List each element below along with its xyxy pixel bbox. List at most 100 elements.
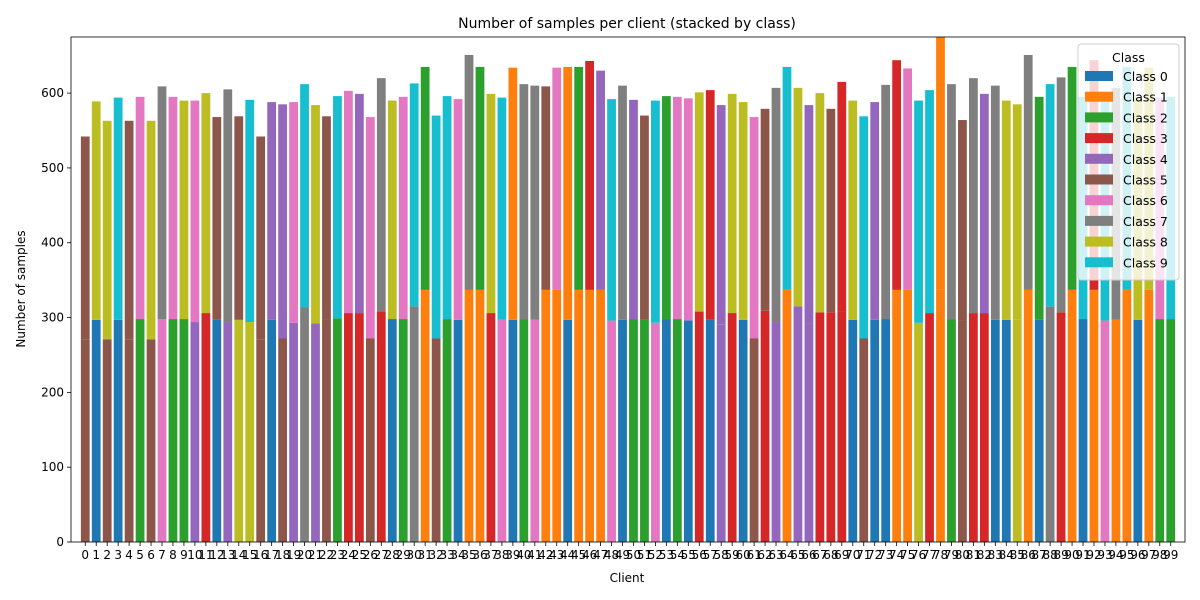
x-tick-label: 33 [439,548,454,562]
x-tick-label: 88 [1042,548,1057,562]
bar-segment-client-97-lower [1144,289,1154,542]
x-tick-label: 10 [187,548,202,562]
x-tick-label: 74 [889,548,904,562]
bar-segment-client-30-upper [409,83,419,307]
bar-segment-client-22-upper [322,116,331,320]
bar-segment-client-18-upper [278,104,287,339]
bar-segment-client-32-upper [431,115,441,339]
chart-title: Number of samples per client (stacked by… [458,16,796,32]
bar-segment-client-64-lower [782,289,792,542]
bar-segment-client-76-upper [914,100,923,323]
bar-segment-client-62-upper [760,108,770,311]
legend-entry: Class 0 [1123,69,1168,84]
x-tick-label: 58 [714,548,729,562]
x-tick-label: 6 [147,548,155,562]
y-tick-label: 100 [41,460,64,474]
bar-segment-client-56-upper [694,92,704,312]
bar-segment-client-25-upper [354,93,364,314]
x-tick-label: 55 [681,548,696,562]
bar-segment-client-40-lower [519,319,529,542]
x-tick-label: 72 [867,548,882,562]
x-tick-label: 61 [746,548,761,562]
bar-segment-client-43-lower [552,289,562,542]
bar-segment-client-42-upper [541,86,551,290]
x-tick-label: 57 [703,548,718,562]
bar-segment-client-86-upper [1023,54,1033,290]
bar-segment-client-81-lower [969,313,978,542]
bar-segment-client-21-lower [311,323,320,542]
bar-segment-client-54-upper [672,96,682,320]
bar-segment-client-84-upper [1001,100,1011,320]
x-tick-label: 87 [1032,548,1047,562]
x-tick-label: 18 [275,548,290,562]
bar-segment-client-27-lower [376,311,386,542]
legend-entry: Class 7 [1123,214,1168,229]
bar-segment-client-56-lower [694,311,704,542]
bar-segment-client-85-upper [1012,104,1022,320]
bar-segment-client-85-lower [1012,319,1022,542]
bar-segment-client-29-upper [398,96,408,320]
bar-segment-client-59-upper [727,93,737,314]
x-tick-label: 97 [1141,548,1156,562]
bar-segment-client-57-lower [705,319,715,542]
bar-segment-client-76-lower [914,322,923,542]
bar-segment-client-77-lower [925,313,934,542]
bar-segment-client-78-lower [936,289,945,542]
bar-segment-client-19-lower [289,322,298,542]
x-tick-label: 85 [1010,548,1025,562]
x-tick-label: 36 [472,548,487,562]
x-tick-label: 17 [264,548,279,562]
x-tick-label: 22 [319,548,334,562]
x-tick-label: 40 [516,548,531,562]
plot-frame [70,36,1186,543]
x-tick-label: 75 [900,548,915,562]
x-axis-label: Client [610,571,645,585]
x-tick-label: 7 [158,548,166,562]
bar-segment-client-15-lower [245,322,255,542]
x-tick-label: 98 [1152,548,1167,562]
bar-segment-client-8-lower [168,319,178,542]
bar-segment-client-17-lower [267,319,277,542]
x-tick-label: 82 [977,548,992,562]
bar-segment-client-90-lower [1067,289,1077,542]
bar-segment-client-33-lower [442,319,452,542]
x-tick-label: 91 [1075,548,1090,562]
legend-entry: Class 8 [1123,235,1168,250]
bar-segment-client-0-lower [80,339,90,542]
bar-segment-client-38-upper [497,97,507,320]
bar-segment-client-79-lower [947,319,956,542]
bar-segment-client-22-lower [322,319,331,542]
bar-segment-client-4-upper [124,120,134,340]
bar-segment-client-67-upper [815,93,825,313]
x-tick-label: 78 [933,548,948,562]
bar-segment-client-10-upper [190,100,200,323]
bar-segment-client-90-upper [1067,66,1077,290]
x-tick-label: 30 [407,548,422,562]
x-tick-label: 39 [505,548,520,562]
bar-segment-client-34-upper [453,99,463,320]
bar-segment-client-8-upper [168,96,178,320]
x-tick-label: 84 [999,548,1014,562]
x-tick-label: 53 [659,548,674,562]
bar-segment-client-48-upper [607,99,616,321]
bar-segment-client-50-upper [629,99,638,320]
bar-segment-client-6-lower [146,339,156,542]
bar-segment-client-73-lower [881,319,891,542]
bar-segment-client-89-lower [1056,312,1066,542]
bar-segment-client-93-lower [1100,320,1110,542]
bar-segment-client-27-upper [376,78,386,312]
bar-segment-client-49-lower [618,319,627,542]
y-tick-label: 0 [56,535,64,549]
legend-swatch [1085,174,1113,185]
x-tick-label: 5 [136,548,144,562]
x-tick-label: 51 [637,548,652,562]
bar-segment-client-55-lower [683,320,693,542]
bar-segment-client-49-upper [618,85,627,320]
x-tick-label: 47 [593,548,608,562]
bar-segment-client-35-upper [464,54,474,290]
x-tick-label: 46 [582,548,597,562]
x-tick-label: 14 [231,548,246,562]
bar-segment-client-62-lower [760,310,770,542]
bar-segment-client-77-upper [925,90,934,314]
